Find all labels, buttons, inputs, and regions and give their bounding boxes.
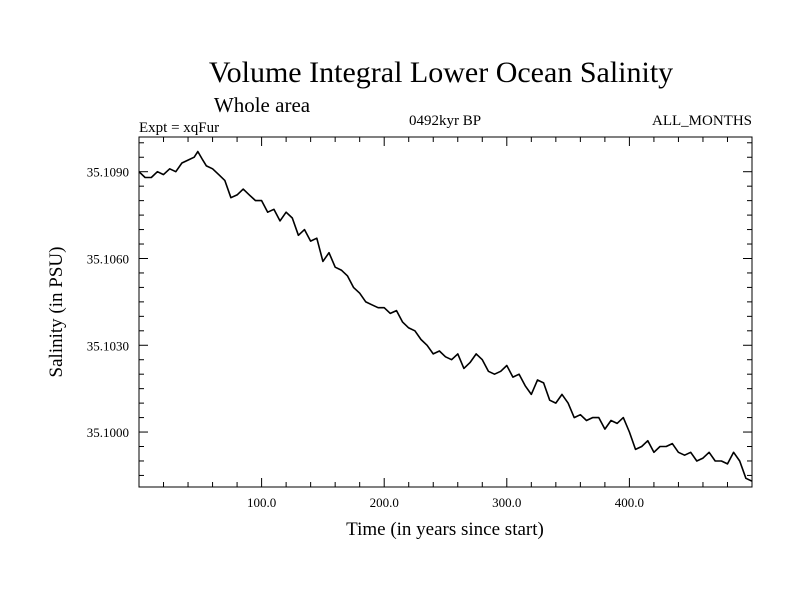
y-axis: 35.1000 35.1030 35.1060 35.1090 [87,165,752,440]
chart-subtitle: Whole area [214,93,311,117]
chart-title: Volume Integral Lower Ocean Salinity [209,56,673,89]
y-tick-label: 35.1090 [87,165,129,180]
x-tick-label: 100.0 [247,495,276,510]
x-tick-label: 300.0 [492,495,521,510]
experiment-label: Expt = xqFur [139,120,219,136]
months-label: ALL_MONTHS [652,113,752,129]
x-axis: 100.0 200.0 300.0 400.0 [247,137,644,510]
minor-ticks [139,137,752,487]
x-tick-label: 400.0 [615,495,644,510]
plot-area: 100.0 200.0 300.0 400.0 35.100035.103035.10… [87,136,753,510]
salinity-series-line [138,150,753,482]
y-tick-label: 35.1000 [87,425,129,440]
x-tick-label: 200.0 [370,495,399,510]
plot-frame [138,136,753,488]
y-axis-label: Salinity (in PSU) [46,247,67,378]
y-tick-label: 35.1030 [87,338,129,353]
x-axis-label: Time (in years since start) [346,519,544,540]
y-tick-label: 35.1060 [87,251,129,266]
period-label: 0492kyr BP [409,113,481,129]
